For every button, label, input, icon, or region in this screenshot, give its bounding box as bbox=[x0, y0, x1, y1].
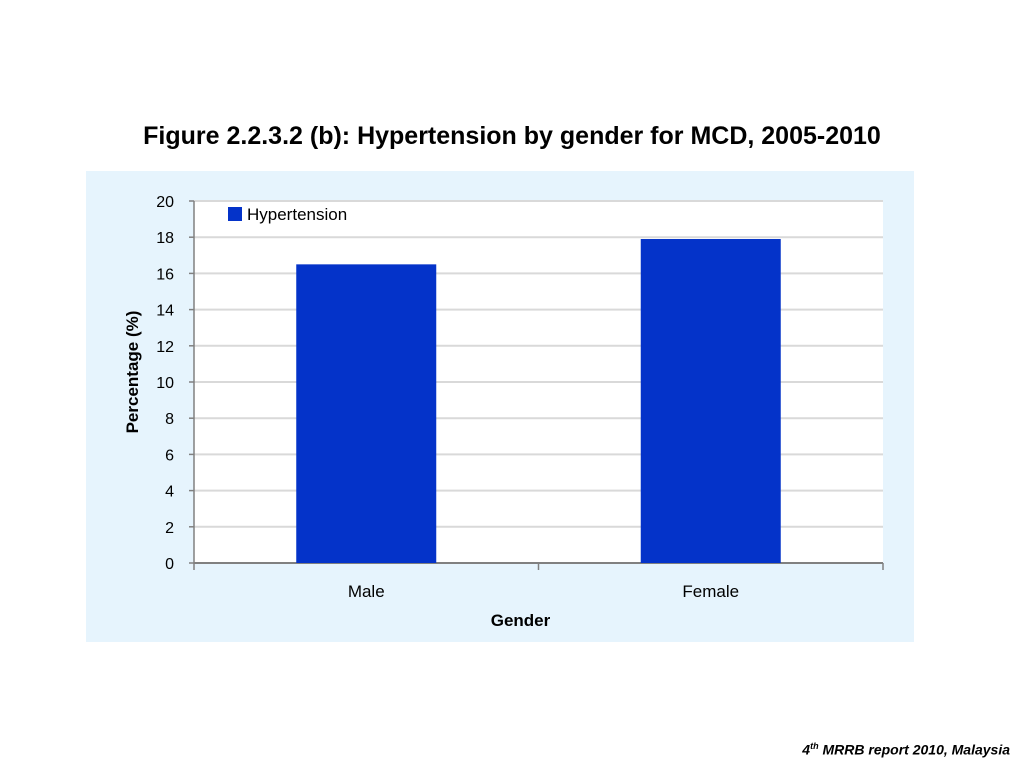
footer-ordinal-suffix: th bbox=[810, 741, 819, 752]
y-tick-label: 2 bbox=[165, 520, 174, 537]
legend-label: Hypertension bbox=[247, 205, 347, 224]
legend-swatch bbox=[228, 207, 242, 221]
y-tick-label: 18 bbox=[156, 230, 174, 247]
y-tick-label: 8 bbox=[165, 411, 174, 428]
chart-title: Figure 2.2.3.2 (b): Hypertension by gend… bbox=[143, 122, 881, 150]
x-axis-title: Gender bbox=[491, 611, 551, 630]
source-footer: 4th MRRB report 2010, Malaysia bbox=[802, 741, 1010, 758]
y-tick-label: 10 bbox=[156, 375, 174, 392]
y-tick-label: 0 bbox=[165, 556, 174, 573]
bar-chart: 0 2 4 6 8 10 12 14 16 18 20 Male Female Gender Percent… bbox=[123, 194, 884, 630]
x-tick-label: Male bbox=[348, 582, 385, 601]
x-tick-label: Female bbox=[682, 582, 739, 601]
chart-panel: 0 2 4 6 8 10 12 14 16 18 20 Male Female Gender Percent… bbox=[86, 171, 914, 642]
bar-male bbox=[296, 264, 437, 563]
y-tick-label: 14 bbox=[156, 303, 174, 320]
y-tick-label: 6 bbox=[165, 447, 174, 464]
y-tick-label: 12 bbox=[156, 339, 174, 356]
footer-text: MRRB report 2010, Malaysia bbox=[818, 742, 1010, 758]
y-axis-title: Percentage (%) bbox=[123, 311, 142, 434]
y-tick-label: 20 bbox=[156, 194, 174, 211]
bar-female bbox=[640, 239, 781, 563]
footer-ordinal-number: 4 bbox=[802, 742, 811, 758]
y-tick-label: 4 bbox=[165, 484, 174, 501]
y-tick-label: 16 bbox=[156, 266, 174, 283]
